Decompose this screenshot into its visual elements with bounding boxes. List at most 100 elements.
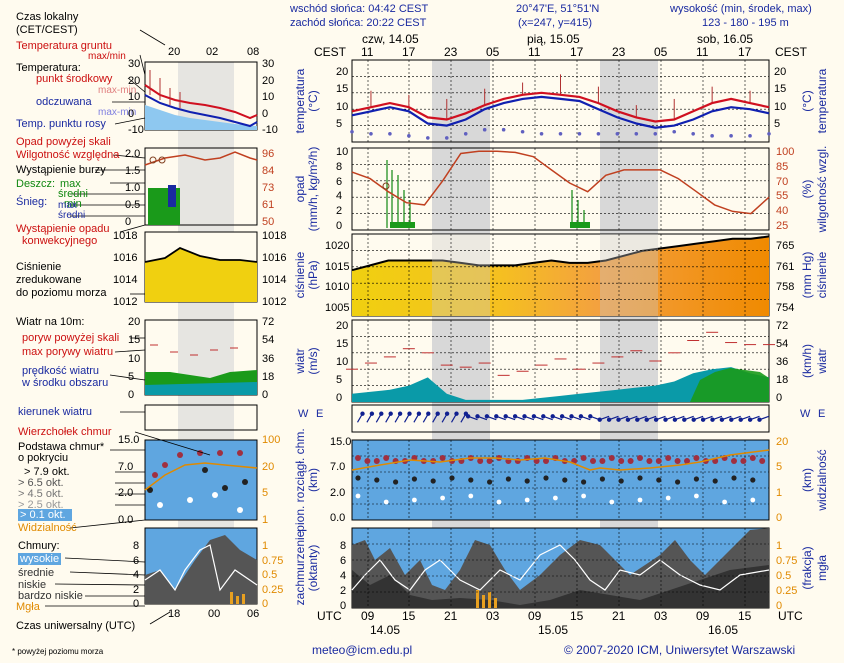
hour-bottom: 09 xyxy=(361,609,375,623)
tick-label: 25 xyxy=(776,220,789,232)
wind-arrow-head xyxy=(494,414,499,419)
tick-label: 0 xyxy=(262,598,269,610)
dew-point-dot xyxy=(369,132,373,136)
hour-bottom: 09 xyxy=(696,609,710,623)
day-bottom-3: 16.05 xyxy=(708,623,739,637)
legend-gust-above: poryw powyżej skali xyxy=(22,332,120,344)
cloud-top-dot xyxy=(580,455,587,461)
wind-dir-w: W xyxy=(298,408,309,420)
dew-point-dot xyxy=(615,132,620,136)
axis-title-pressure-right: ciśnienie xyxy=(815,251,829,299)
dew-point-dot xyxy=(748,134,752,138)
legend-hour-18: 18 xyxy=(168,608,181,620)
pressure-line xyxy=(351,235,770,272)
cloud-base-dot xyxy=(656,477,662,483)
tick-label: 1014 xyxy=(113,274,138,286)
axis-unit-cover: (oktanty) xyxy=(306,544,320,592)
cloud-top-dot xyxy=(364,458,371,464)
hour-bottom: 21 xyxy=(444,609,458,623)
tick-label: 4 xyxy=(340,570,347,582)
wind-arrow-head xyxy=(588,414,593,419)
hour-top: 23 xyxy=(444,45,458,59)
tick-label: 0 xyxy=(336,220,343,232)
tick-label: 15.0 xyxy=(330,436,352,448)
cloud-base-dot xyxy=(505,476,511,482)
cloud-base-dot xyxy=(599,476,606,482)
tick-label: 1.5 xyxy=(125,165,141,177)
tick-label: 20 xyxy=(128,316,141,328)
axis-title-precip: opad xyxy=(293,175,307,203)
wind-dir-e: E xyxy=(316,408,324,420)
tick-label: 54 xyxy=(262,334,275,347)
axis-title-fog: mgła xyxy=(815,554,829,582)
utc-right: UTC xyxy=(778,609,803,623)
cloud-base-dot xyxy=(562,477,568,483)
wind-arrow-head xyxy=(672,417,678,422)
legend-snow-max: max xyxy=(58,200,77,211)
wind-arrow-head xyxy=(747,417,753,422)
humidity-line xyxy=(351,150,770,215)
tick-label: 0 xyxy=(128,107,135,120)
cloud-base-dot xyxy=(581,493,586,499)
copyright: © 2007-2020 ICM, Uniwersytet Warszawski xyxy=(564,643,796,657)
tick-label: 761 xyxy=(776,260,795,273)
legend-hour-06: 06 xyxy=(247,608,260,620)
grid-point: (x=247, y=415) xyxy=(518,17,592,29)
axis-title-wind-right: wiatr xyxy=(815,348,829,374)
cloud-top-dot xyxy=(355,455,361,461)
axis-unit-cloudbase: (km) xyxy=(306,468,320,492)
cloud-top-dot xyxy=(740,458,747,464)
tick-label: 61 xyxy=(262,199,275,211)
wind-arrow-head xyxy=(522,414,527,419)
tick-label: 30 xyxy=(262,58,275,70)
cloud-base-dot xyxy=(411,476,417,482)
cloud-base-dot xyxy=(693,476,700,482)
axis-title-temp-right: temperatura xyxy=(815,68,829,134)
cloud-base-dot xyxy=(524,478,530,484)
hour-top: 11 xyxy=(696,45,709,59)
wind-arrow-head xyxy=(484,414,490,419)
wind-arrow-head xyxy=(606,417,612,422)
dew-point-dot xyxy=(672,129,677,134)
height-label: wysokość (min, środek, max) xyxy=(670,3,812,15)
cloud-top-dot xyxy=(477,458,484,464)
tick-label: 2.0 xyxy=(118,487,134,500)
tick-label: 0.5 xyxy=(125,199,141,211)
cloud-base-dot xyxy=(712,478,718,484)
tick-label: 36 xyxy=(262,352,275,365)
dew-point-dot xyxy=(501,127,506,132)
hour-top: 17 xyxy=(570,45,584,59)
wind-arrow-head xyxy=(360,411,365,416)
cloud-base-dot xyxy=(468,477,474,483)
cloud-cover-very-low xyxy=(352,565,769,608)
legend-cloud-dot xyxy=(202,467,208,473)
utc-left: UTC xyxy=(317,609,342,623)
cloudbase-panel xyxy=(351,439,770,521)
wind-arrow-head xyxy=(719,417,725,422)
tick-label: 5 xyxy=(776,461,783,474)
cloud-base-dot xyxy=(637,475,643,481)
legend-cloud-dot xyxy=(237,450,243,456)
cloud-base-dot xyxy=(412,497,417,503)
legend-precip-panel xyxy=(144,147,258,226)
hour-top: 05 xyxy=(486,45,500,59)
day-bottom-1: 14.05 xyxy=(370,623,401,637)
tick-label: 2.0 xyxy=(125,148,141,160)
legend-medium: średnie xyxy=(18,567,55,579)
tick-label: 40 xyxy=(776,205,789,218)
cest-left: CEST xyxy=(314,45,347,59)
wind-arrow-head xyxy=(379,411,384,416)
cloud-top-dot xyxy=(618,458,625,464)
tick-label: 55 xyxy=(776,190,789,203)
tick-label: 0.5 xyxy=(262,569,278,581)
legend-cloud-dot xyxy=(237,507,243,513)
wind-arrow-head xyxy=(597,417,602,422)
contact-email[interactable]: meteo@icm.edu.pl xyxy=(312,643,413,657)
tick-label: 10 xyxy=(336,356,349,368)
cloud-base-dot xyxy=(553,495,558,501)
tick-label: 0 xyxy=(128,389,135,401)
hour-top: 11 xyxy=(528,45,541,59)
legend-cloud-dot xyxy=(147,487,153,493)
legend-temperature: Temperatura: xyxy=(16,62,81,74)
legend-dew-point: Temp. punktu rosy xyxy=(16,118,106,130)
